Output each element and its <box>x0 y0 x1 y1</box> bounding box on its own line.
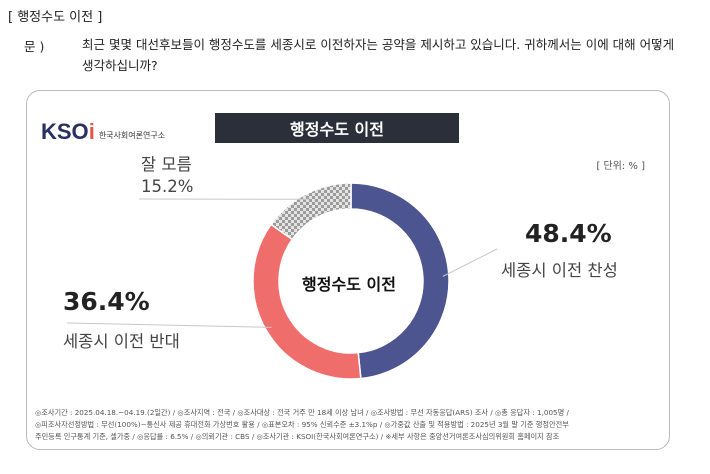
question-text: 최근 몇몇 대선후보들이 행정수도를 세종시로 이전하자는 공약을 제시하고 있… <box>82 37 675 73</box>
footnote-line-2: ◎피조사자선정방법 : 무선(100%)−통신사 제공 휴대전화 가상번호 활용… <box>35 420 569 429</box>
donut-chart <box>66 182 498 380</box>
approve-leader-line <box>442 248 498 277</box>
ksoi-logo: KSOi 한국사회여론연구소 <box>41 119 165 145</box>
oppose-category-label: 세종시 이전 반대 <box>63 332 180 351</box>
approve-category-label: 세종시 이전 찬성 <box>501 261 618 280</box>
logo-org-name: 한국사회여론연구소 <box>98 130 166 140</box>
oppose-leader-line <box>66 322 272 328</box>
oppose-value-label: 36.4% <box>63 287 150 316</box>
oppose-slice <box>252 223 362 380</box>
page-heading: [ 행정수도 이전 ] <box>8 10 103 25</box>
donut-center-label: 행정수도 이전 <box>302 275 396 294</box>
chart-card: KSOi 한국사회여론연구소 행정수도 이전 [ 단위: % ] 행정수도 이전… <box>26 90 670 450</box>
chart-title: 행정수도 이전 <box>215 113 459 143</box>
approve-value-label: 48.4% <box>525 219 612 248</box>
survey-footnote: ◎조사기간 : 2025.04.18.~04.19.(2일간) / ◎조사지역 … <box>35 407 661 443</box>
logo-mark: KSOi <box>41 119 95 144</box>
approve-slice <box>350 182 450 380</box>
question-label: 문 ) <box>24 39 45 54</box>
unknown-value-label: 15.2% <box>141 177 194 196</box>
unknown-slice <box>269 182 352 241</box>
footnote-line-3: 주민등록 인구통계 기준, 셀가중 / ◎응답률 : 6.5% / ◎의뢰기관 … <box>35 432 560 441</box>
unknown-category-label: 잘 모름 <box>141 155 192 174</box>
footnote-line-1: ◎조사기간 : 2025.04.18.~04.19.(2일간) / ◎조사지역 … <box>35 408 569 417</box>
unit-label: [ 단위: % ] <box>596 161 645 172</box>
